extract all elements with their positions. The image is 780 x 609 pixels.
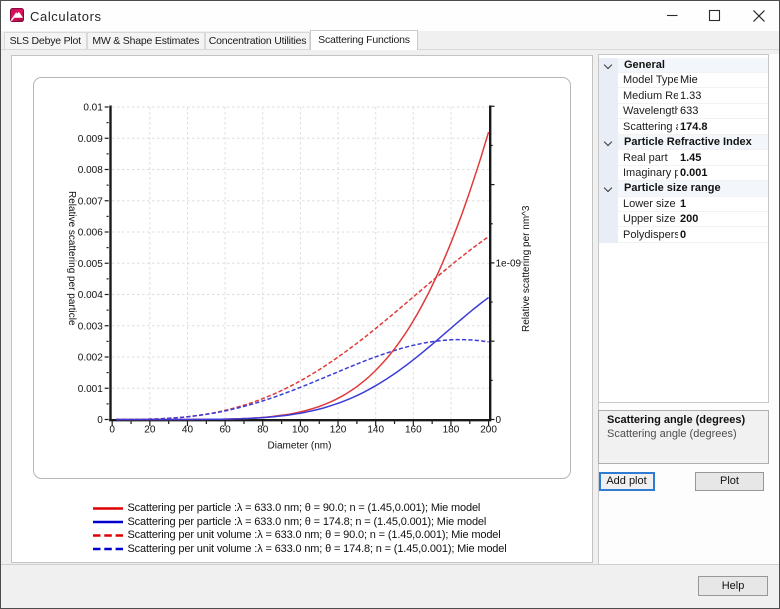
- svg-text:0.002: 0.002: [78, 353, 103, 364]
- svg-text:0.008: 0.008: [78, 165, 103, 176]
- svg-text:0.001: 0.001: [78, 384, 103, 395]
- svg-text:0.003: 0.003: [78, 321, 103, 332]
- svg-text:100: 100: [292, 425, 309, 436]
- svg-text:80: 80: [257, 425, 269, 436]
- svg-text:0.01: 0.01: [83, 103, 103, 114]
- svg-text:160: 160: [405, 425, 422, 436]
- svg-text:0.009: 0.009: [78, 134, 103, 145]
- svg-text:0: 0: [496, 415, 502, 426]
- svg-text:140: 140: [367, 425, 384, 436]
- svg-text:40: 40: [182, 425, 194, 436]
- svg-text:0: 0: [109, 425, 115, 436]
- svg-text:200: 200: [480, 425, 497, 436]
- svg-text:0.007: 0.007: [78, 196, 103, 207]
- svg-text:Relative scattering per nm^3: Relative scattering per nm^3: [521, 205, 532, 332]
- svg-text:0.004: 0.004: [78, 290, 103, 301]
- svg-text:0: 0: [97, 415, 103, 426]
- svg-text:1e-09: 1e-09: [496, 258, 522, 269]
- svg-text:Relative scattering per partic: Relative scattering per particle: [66, 191, 77, 326]
- svg-text:60: 60: [220, 425, 232, 436]
- svg-text:120: 120: [330, 425, 347, 436]
- svg-text:20: 20: [144, 425, 156, 436]
- svg-text:0.006: 0.006: [78, 228, 103, 239]
- svg-text:Diameter (nm): Diameter (nm): [268, 441, 332, 452]
- svg-text:180: 180: [443, 425, 460, 436]
- svg-text:0.005: 0.005: [78, 259, 103, 270]
